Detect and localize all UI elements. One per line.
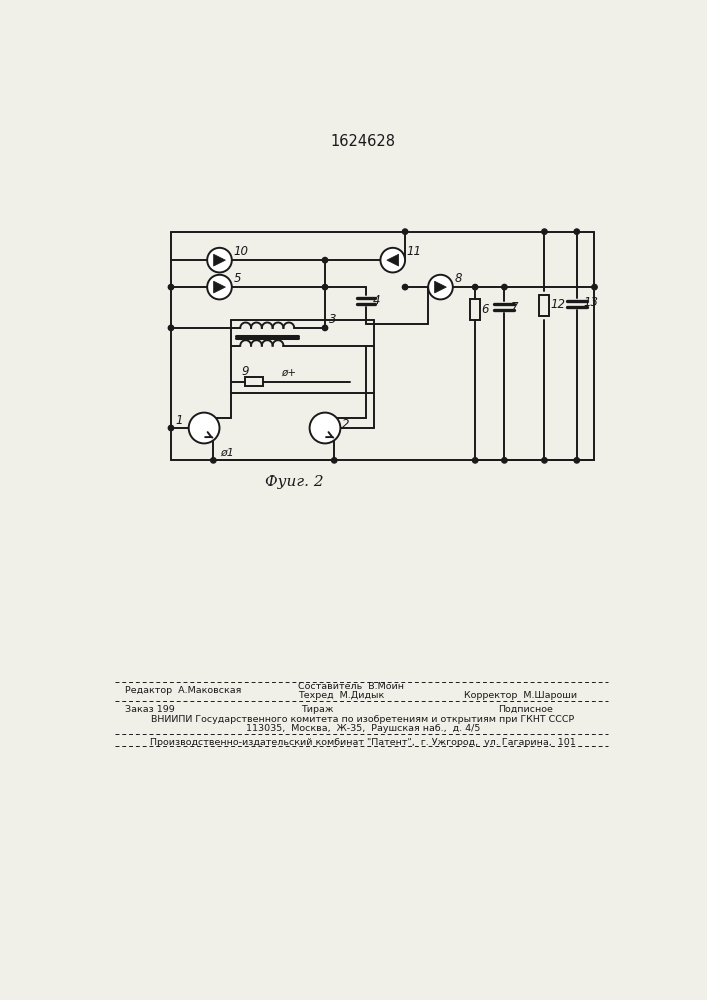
Circle shape bbox=[168, 325, 174, 331]
Circle shape bbox=[472, 284, 478, 290]
Circle shape bbox=[592, 284, 597, 290]
Circle shape bbox=[207, 275, 232, 299]
Text: Техред  М.Дидык: Техред М.Дидык bbox=[298, 691, 385, 700]
Text: 12: 12 bbox=[551, 298, 566, 311]
Text: ВНИИПИ Государственного комитета по изобретениям и открытиям при ГКНТ СССР: ВНИИПИ Государственного комитета по изоб… bbox=[151, 715, 574, 724]
Circle shape bbox=[542, 458, 547, 463]
Circle shape bbox=[332, 458, 337, 463]
Circle shape bbox=[310, 413, 340, 443]
Circle shape bbox=[380, 248, 405, 272]
Text: Тираж: Тираж bbox=[301, 705, 334, 714]
Circle shape bbox=[168, 425, 174, 431]
Bar bbox=[470, 299, 480, 320]
Text: 13: 13 bbox=[583, 296, 598, 309]
Text: 1: 1 bbox=[175, 414, 182, 427]
Text: 2: 2 bbox=[342, 418, 349, 431]
Text: Корректор  М.Шароши: Корректор М.Шароши bbox=[464, 691, 577, 700]
Text: 1624628: 1624628 bbox=[330, 134, 395, 149]
Circle shape bbox=[402, 229, 408, 234]
Circle shape bbox=[574, 229, 580, 234]
Text: 7: 7 bbox=[511, 301, 519, 314]
Bar bbox=[245, 377, 264, 386]
Circle shape bbox=[502, 458, 507, 463]
Text: ø1: ø1 bbox=[221, 448, 234, 458]
Bar bbox=[539, 295, 549, 316]
Circle shape bbox=[168, 284, 174, 290]
Text: Составитель  В.Моин: Составитель В.Моин bbox=[298, 682, 404, 691]
Text: Подписное: Подписное bbox=[498, 705, 553, 714]
Text: 8: 8 bbox=[455, 272, 462, 285]
Polygon shape bbox=[387, 254, 399, 266]
Text: 6: 6 bbox=[481, 303, 489, 316]
Text: 11: 11 bbox=[407, 245, 421, 258]
Text: Заказ 199: Заказ 199 bbox=[125, 705, 175, 714]
Text: Фуиг. 2: Фуиг. 2 bbox=[265, 475, 324, 489]
Text: ø+: ø+ bbox=[281, 368, 296, 378]
Text: 10: 10 bbox=[233, 245, 248, 258]
Text: 4: 4 bbox=[373, 294, 380, 307]
Circle shape bbox=[472, 458, 478, 463]
Circle shape bbox=[207, 248, 232, 272]
Polygon shape bbox=[435, 281, 446, 293]
Circle shape bbox=[428, 275, 452, 299]
Circle shape bbox=[502, 284, 507, 290]
Circle shape bbox=[542, 229, 547, 234]
Text: Производственно-издательский комбинат "Патент",  г. Ужгород,  ул. Гагарина,  101: Производственно-издательский комбинат "П… bbox=[150, 738, 575, 747]
Circle shape bbox=[574, 458, 580, 463]
Circle shape bbox=[402, 284, 408, 290]
Polygon shape bbox=[214, 281, 226, 293]
Polygon shape bbox=[214, 254, 226, 266]
Circle shape bbox=[211, 458, 216, 463]
Circle shape bbox=[189, 413, 219, 443]
Text: 9: 9 bbox=[242, 365, 250, 378]
Text: 3: 3 bbox=[329, 313, 337, 326]
Text: 113035,  Москва,  Ж-35,  Раушская наб.,  д. 4/5: 113035, Москва, Ж-35, Раушская наб., д. … bbox=[245, 724, 480, 733]
Circle shape bbox=[322, 257, 327, 263]
Circle shape bbox=[322, 284, 327, 290]
Text: Редактор  А.Маковская: Редактор А.Маковская bbox=[125, 686, 241, 695]
Circle shape bbox=[322, 325, 327, 331]
Text: 5: 5 bbox=[233, 272, 241, 285]
